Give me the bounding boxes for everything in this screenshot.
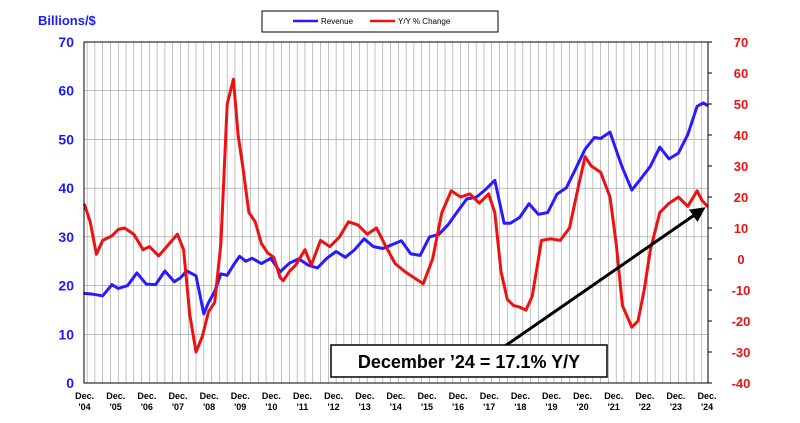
x-tick-label: Dec. — [449, 391, 468, 401]
y-tick-label: 60 — [58, 83, 74, 99]
series-line-revenue — [83, 101, 709, 316]
y2-tick-label: 30 — [734, 159, 748, 174]
y2-tick-label: 40 — [734, 128, 748, 143]
x-tick-label: Dec. — [324, 391, 343, 401]
x-tick-label-year: '06 — [141, 402, 153, 412]
x-tick-label: Dec. — [386, 391, 405, 401]
y2-tick-label: -10 — [732, 283, 751, 298]
y2-tick-label: 60 — [734, 66, 748, 81]
x-tick-label-year: '15 — [421, 402, 433, 412]
y2-tick-label: -20 — [732, 314, 751, 329]
y2-tick-label: 20 — [734, 190, 748, 205]
x-tick-label-year: '09 — [234, 402, 246, 412]
y-tick-label: 30 — [58, 229, 74, 245]
legend: Revenue Y/Y % Change — [261, 10, 499, 33]
x-tick-label: Dec. — [511, 391, 530, 401]
series-line-yoy-change — [83, 77, 709, 354]
x-tick-label: Dec. — [231, 391, 250, 401]
x-tick-label: Dec. — [262, 391, 281, 401]
x-tick-label-year: '05 — [110, 402, 122, 412]
y2-tick-label: 50 — [734, 97, 748, 112]
annotation: December ’24 = 17.1% Y/Y — [330, 207, 706, 378]
x-tick-label: Dec. — [542, 391, 561, 401]
x-tick-label-year: '19 — [545, 402, 557, 412]
x-tick-label: Dec. — [480, 391, 499, 401]
x-tick-label: Dec. — [106, 391, 125, 401]
x-tick-label: Dec. — [635, 391, 654, 401]
x-tick-label-year: '21 — [608, 402, 620, 412]
series-lines — [83, 77, 709, 354]
x-tick-label-year: '24 — [701, 402, 713, 412]
x-tick-label-year: '16 — [452, 402, 464, 412]
annotation-arrow — [504, 207, 706, 348]
x-tick-label-year: '08 — [203, 402, 215, 412]
y2-tick-label: 70 — [734, 35, 748, 50]
y2-tick-label: -40 — [732, 376, 751, 391]
x-tick-label-year: '04 — [79, 402, 91, 412]
x-tick-label: Dec. — [137, 391, 156, 401]
y-axis-label: Billions/$ — [38, 13, 97, 28]
y2-tick-label: 10 — [734, 221, 748, 236]
x-tick-label: Dec. — [698, 391, 717, 401]
x-tick-label-year: '14 — [390, 402, 402, 412]
x-tick-label: Dec. — [417, 391, 436, 401]
plot-frame — [83, 41, 709, 384]
y-tick-label: 50 — [58, 131, 74, 147]
annotation-text: December ’24 = 17.1% Y/Y — [358, 352, 580, 372]
x-tick-label: Dec. — [75, 391, 94, 401]
x-tick-label-year: '07 — [172, 402, 184, 412]
y-tick-label: 10 — [58, 326, 74, 342]
x-tick-label: Dec. — [573, 391, 592, 401]
x-tick-label-year: '10 — [265, 402, 277, 412]
annotation-box — [330, 344, 608, 378]
x-tick-label-year: '18 — [514, 402, 526, 412]
x-tick-label: Dec. — [168, 391, 187, 401]
x-tick-label-year: '20 — [576, 402, 588, 412]
x-tick-label-year: '11 — [297, 402, 309, 412]
y2-tick-label: 0 — [737, 252, 744, 267]
x-tick-label-year: '13 — [359, 402, 371, 412]
y-tick-label: 70 — [58, 34, 74, 50]
x-axis-ticks: Dec.'04Dec.'05Dec.'06Dec.'07Dec.'08Dec.'… — [75, 391, 716, 412]
x-tick-label-year: '12 — [328, 402, 340, 412]
x-tick-label-year: '22 — [639, 402, 651, 412]
legend-label-yoy: Y/Y % Change — [398, 17, 451, 26]
y2-tick-label: -30 — [732, 345, 751, 360]
x-tick-label: Dec. — [666, 391, 685, 401]
left-axis-ticks: 0 10 20 30 40 50 60 70 — [58, 34, 74, 391]
y-tick-label: 20 — [58, 278, 74, 294]
grid — [84, 41, 708, 384]
y-tick-label: 40 — [58, 180, 74, 196]
x-tick-label-year: '23 — [670, 402, 682, 412]
right-axis-ticks: -40 -30 -20 -10 0 10 20 30 40 50 60 70 — [708, 35, 750, 391]
legend-label-revenue: Revenue — [321, 17, 354, 26]
y-tick-label: 0 — [66, 375, 74, 391]
x-tick-label: Dec. — [293, 391, 312, 401]
x-tick-label: Dec. — [604, 391, 623, 401]
x-tick-label-year: '17 — [483, 402, 495, 412]
x-tick-label: Dec. — [355, 391, 374, 401]
x-tick-label: Dec. — [200, 391, 219, 401]
